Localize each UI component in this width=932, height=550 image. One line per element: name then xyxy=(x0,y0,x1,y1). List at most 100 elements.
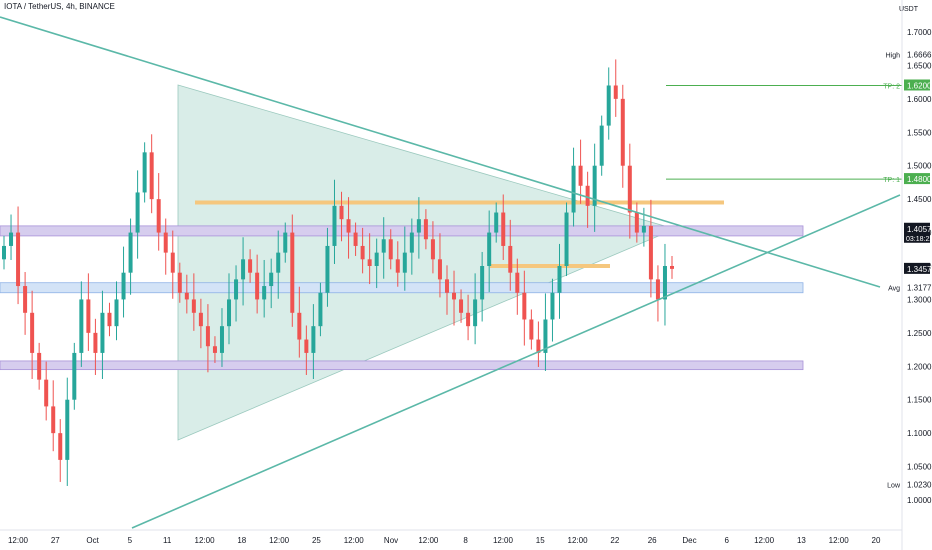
candle-body xyxy=(283,232,288,253)
zone-purple[interactable] xyxy=(0,225,804,237)
candle-body xyxy=(402,252,407,273)
candle-body xyxy=(655,279,660,300)
candle-body xyxy=(395,259,400,273)
candle-body xyxy=(248,259,253,273)
candle-body xyxy=(30,312,35,353)
price-tick-label: 1.2500 xyxy=(907,329,932,338)
candle-body xyxy=(51,406,56,434)
candle-body xyxy=(332,205,337,246)
candle-body xyxy=(522,292,527,320)
candle-body xyxy=(360,245,365,260)
candle-body xyxy=(641,225,646,233)
time-tick-label: 25 xyxy=(312,536,321,545)
candle-body xyxy=(121,272,126,300)
candle-body xyxy=(318,292,323,327)
candle-body xyxy=(466,312,471,327)
resistance-line[interactable] xyxy=(195,200,724,205)
candle-body xyxy=(564,212,569,266)
candle-body xyxy=(142,152,147,193)
candle-body xyxy=(191,299,196,313)
candle-body xyxy=(37,352,42,380)
time-tick-label: 12:00 xyxy=(493,536,514,545)
ascending-trendline[interactable] xyxy=(131,194,901,529)
candle-body xyxy=(219,326,224,353)
candle-body xyxy=(212,346,217,353)
candle-body xyxy=(325,245,330,293)
candle-body xyxy=(452,292,457,300)
time-tick-label: 12:00 xyxy=(754,536,775,545)
price-tick-label: 1.0000 xyxy=(907,496,932,505)
time-tick-label: 8 xyxy=(463,536,468,545)
candle-body xyxy=(79,299,84,353)
price-tick-label: 1.2000 xyxy=(907,362,932,371)
time-tick-label: Nov xyxy=(384,536,398,545)
time-tick-label: 12:00 xyxy=(269,536,290,545)
candle-body xyxy=(163,232,168,253)
price-label-tag: High xyxy=(886,52,901,59)
candle-body xyxy=(311,326,316,353)
candle-body xyxy=(613,85,618,99)
price-tick-label: 1.6000 xyxy=(907,95,932,104)
candle-body xyxy=(276,252,281,273)
candle-body xyxy=(592,165,597,206)
price-tick-label: 1.0500 xyxy=(907,463,932,472)
candle-body xyxy=(234,279,239,300)
price-label-value: 1.0230 xyxy=(907,481,932,490)
candle-body xyxy=(529,319,534,340)
resistance-line[interactable] xyxy=(490,264,610,268)
price-label-value: 1.6200 xyxy=(907,81,932,90)
candle-body xyxy=(374,252,379,266)
candle-body xyxy=(515,272,520,293)
time-tick-label: 26 xyxy=(648,536,657,545)
candle-body xyxy=(627,165,632,213)
candle-body xyxy=(571,165,576,213)
currency-label: USDT xyxy=(898,6,918,13)
candle-body xyxy=(255,272,260,300)
candle-body xyxy=(606,85,611,126)
candle-body xyxy=(149,152,154,200)
countdown-label: 03:18:22 xyxy=(906,236,932,243)
price-tick-label: 1.5000 xyxy=(907,162,932,171)
zone-blue[interactable] xyxy=(0,282,804,294)
price-label-tag: TP: 1 xyxy=(883,177,900,184)
candle-body xyxy=(409,232,414,253)
zone-purple[interactable] xyxy=(0,360,804,371)
candle-body xyxy=(634,212,639,233)
price-label-box xyxy=(904,79,930,91)
price-label-value: 1.4057 xyxy=(907,225,932,234)
candle-body xyxy=(662,266,667,300)
price-label-tag: TP: 2 xyxy=(883,83,900,90)
candle-body xyxy=(2,245,6,260)
price-label-tag: Avg xyxy=(888,286,900,293)
time-axis[interactable]: 12:00 27 Oct 5 11 12:00 18 12:00 25 12:00 Nov 12:00… xyxy=(8,536,881,545)
time-tick-label: 15 xyxy=(536,536,545,545)
price-label-value: 1.6666 xyxy=(907,50,932,59)
candle-body xyxy=(353,232,358,246)
time-tick-label: 20 xyxy=(872,536,881,545)
time-tick-label: 12:00 xyxy=(195,536,216,545)
candle-body xyxy=(227,299,232,327)
candle-body xyxy=(494,212,499,233)
candle-body xyxy=(269,272,274,287)
candle-body xyxy=(437,259,442,280)
chart-title: IOTA / TetherUS, 4h, BINANCE xyxy=(4,2,115,11)
candle-body xyxy=(473,299,478,327)
candle-body xyxy=(107,312,112,327)
price-tick-label: 1.4500 xyxy=(907,195,932,204)
candle-body xyxy=(65,399,70,460)
candle-body xyxy=(304,339,309,353)
candle-body xyxy=(346,219,351,233)
candle-body xyxy=(480,266,485,300)
candle-body xyxy=(487,232,492,266)
candle-body xyxy=(339,205,344,220)
descending-trendline[interactable] xyxy=(0,16,881,288)
price-label-box xyxy=(904,222,930,243)
time-tick-label: Oct xyxy=(86,536,99,545)
price-tick-label: 1.1000 xyxy=(907,429,932,438)
candle-body xyxy=(620,98,625,166)
time-tick-label: 12:00 xyxy=(418,536,439,545)
triangle-pattern xyxy=(177,84,677,441)
candle-body xyxy=(578,165,583,186)
candle-body xyxy=(508,245,513,273)
